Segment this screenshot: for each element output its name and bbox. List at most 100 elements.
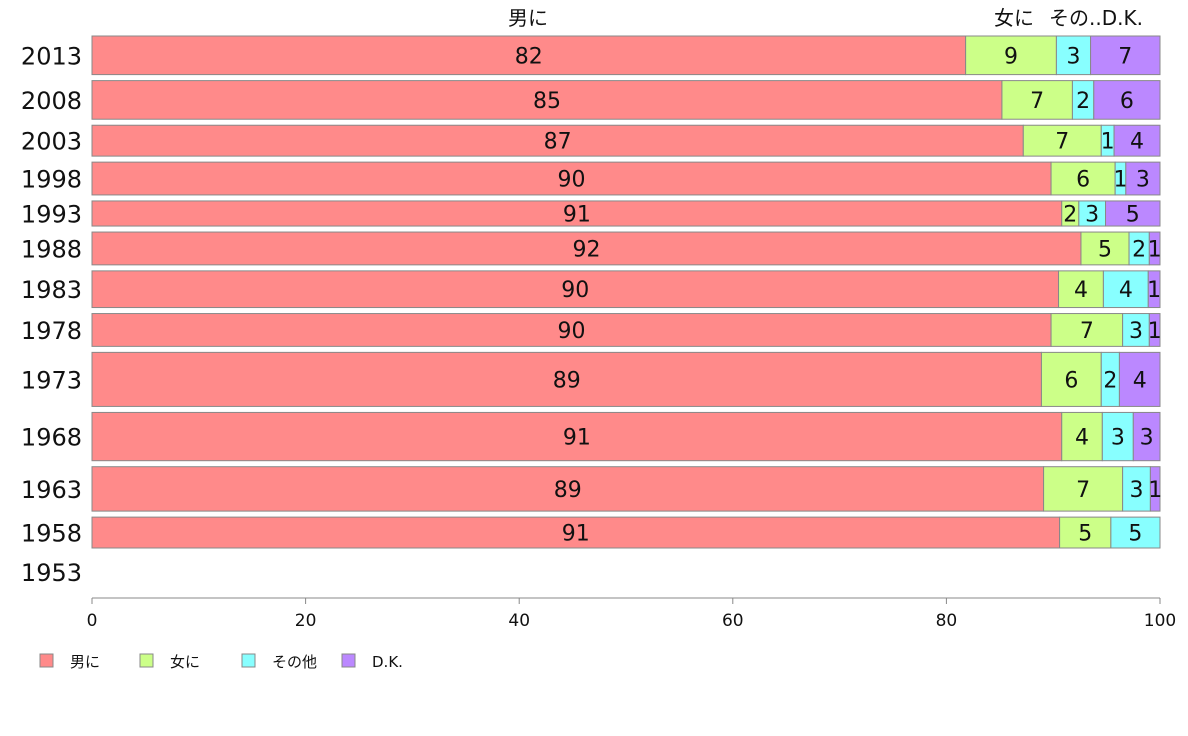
bar-segment: [1113, 124, 1161, 157]
data-label: 91: [562, 522, 590, 547]
data-label: 89: [553, 368, 581, 393]
bar-segment: [1110, 516, 1161, 549]
data-label: 3: [1129, 319, 1143, 344]
legend-swatch: [39, 653, 54, 668]
data-label: 1: [1148, 478, 1162, 503]
x-tick-label: 60: [722, 611, 744, 631]
bar-segment: [91, 161, 1052, 196]
bar-segment: [1050, 161, 1116, 196]
data-label: 6: [1076, 168, 1090, 193]
x-tick-label: 100: [1144, 611, 1176, 631]
data-label: 90: [558, 168, 586, 193]
bar-segment: [1090, 35, 1161, 76]
data-label: 3: [1085, 202, 1099, 227]
year-label: 2013: [21, 42, 82, 70]
bar-segment: [91, 124, 1024, 157]
year-label: 1998: [21, 166, 82, 194]
bar-segment: [1125, 161, 1161, 196]
data-label: 6: [1064, 368, 1078, 393]
bar-segment: [1122, 466, 1151, 512]
data-label: 90: [561, 278, 589, 303]
data-label: 9: [1004, 44, 1018, 69]
bar-segment: [91, 231, 1082, 266]
bar-segment: [1001, 80, 1073, 120]
bar-segment: [1147, 270, 1161, 309]
data-label: 5: [1128, 522, 1142, 547]
x-tick-label: 20: [295, 611, 317, 631]
bar-segment: [91, 351, 1042, 407]
data-label: 92: [572, 237, 600, 262]
data-label: 90: [558, 319, 586, 344]
year-label: 1958: [21, 520, 82, 548]
data-label: 4: [1075, 426, 1089, 451]
data-label: 1: [1147, 278, 1161, 303]
bar-segment: [91, 200, 1063, 227]
bar-segment: [1050, 313, 1124, 347]
data-label: 89: [554, 478, 582, 503]
bar-segment: [1118, 351, 1161, 407]
year-label: 1988: [21, 235, 82, 263]
data-label: 4: [1133, 368, 1147, 393]
data-label: 7: [1076, 478, 1090, 503]
data-label: 1: [1148, 237, 1162, 262]
data-label: 6: [1120, 89, 1134, 114]
data-label: 82: [515, 44, 543, 69]
data-label: 7: [1080, 319, 1094, 344]
legend-label: 男に: [70, 653, 100, 671]
legend-swatch: [341, 653, 356, 668]
year-label: 1953: [21, 559, 82, 587]
x-tick-label: 80: [936, 611, 958, 631]
year-label: 1993: [21, 200, 82, 228]
bar-segment: [1122, 313, 1150, 347]
bar-segment: [91, 516, 1061, 549]
bar-segment: [1132, 411, 1161, 462]
data-label: 3: [1111, 426, 1125, 451]
top-series-label: 女に: [994, 6, 1034, 30]
data-label: 7: [1030, 89, 1044, 114]
data-label: 7: [1055, 130, 1069, 155]
bar-segment: [91, 411, 1063, 462]
bar-segment: [91, 466, 1045, 512]
year-label: 1978: [21, 317, 82, 345]
bar-segment: [1022, 124, 1102, 157]
bar-segment: [91, 270, 1060, 309]
bar-segment: [91, 35, 967, 76]
bar-segment: [91, 313, 1052, 347]
year-label: 1968: [21, 424, 82, 452]
legend-swatch: [139, 653, 154, 668]
top-series-label: 男に: [508, 6, 548, 30]
data-label: 2: [1132, 237, 1146, 262]
legend-label: D.K.: [372, 653, 403, 671]
data-label: 87: [544, 130, 572, 155]
year-label: 2008: [21, 87, 82, 115]
data-label: 5: [1098, 237, 1112, 262]
data-label: 5: [1126, 202, 1140, 227]
x-tick-label: 40: [508, 611, 530, 631]
data-label: 3: [1136, 168, 1150, 193]
bar-segment: [965, 35, 1057, 76]
data-label: 2: [1103, 368, 1117, 393]
data-label: 7: [1118, 44, 1132, 69]
bar-segment: [1080, 231, 1130, 266]
bar-segment: [1040, 351, 1102, 407]
bar-segment: [1149, 466, 1161, 512]
data-label: 1: [1113, 168, 1127, 193]
bar-segment: [1043, 466, 1124, 512]
year-label: 1983: [21, 276, 82, 304]
data-label: 2: [1063, 202, 1077, 227]
bar-segment: [1148, 313, 1161, 347]
bar-segment: [1102, 270, 1149, 309]
data-label: 3: [1140, 426, 1154, 451]
legend-swatch: [241, 653, 256, 668]
legend-label: その他: [272, 653, 317, 671]
data-label: 3: [1130, 478, 1144, 503]
bar-segment: [1055, 35, 1092, 76]
bar-segment: [91, 80, 1003, 120]
data-label: 4: [1074, 278, 1088, 303]
legend-label: 女に: [170, 653, 200, 671]
data-label: 91: [563, 426, 591, 451]
bar-segment: [1148, 231, 1161, 266]
data-label: 2: [1076, 89, 1090, 114]
